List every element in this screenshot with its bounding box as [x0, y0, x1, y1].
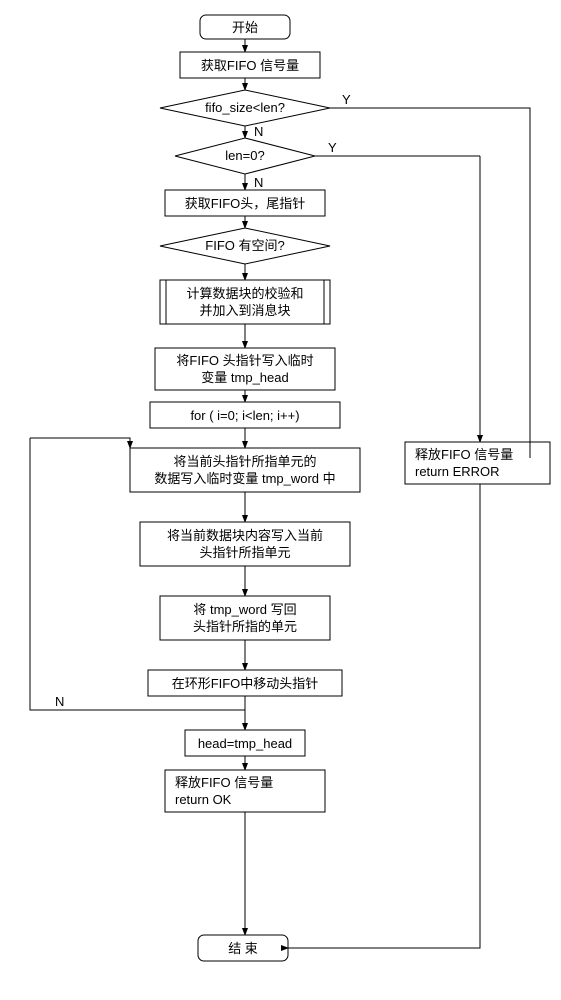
loop-n: N	[55, 694, 64, 709]
n8-l2: 头指针所指的单元	[193, 619, 297, 634]
d1-n: N	[254, 124, 263, 139]
n4-l2: 变量 tmp_head	[201, 370, 288, 385]
n5-label: for ( i=0; i<len; i++)	[190, 408, 299, 423]
n7-l2: 头指针所指单元	[199, 545, 290, 560]
nerr-l1: 释放FIFO 信号量	[415, 447, 513, 462]
n3-l1: 计算数据块的校验和	[186, 286, 303, 301]
n7-l1: 将当前数据块内容写入当前	[167, 528, 323, 543]
d1-label: fifo_size<len?	[205, 100, 285, 115]
start-label: 开始	[232, 20, 258, 35]
n10-label: head=tmp_head	[198, 736, 292, 751]
d1-y: Y	[342, 92, 351, 107]
n9-label: 在环形FIFO中移动头指针	[172, 676, 319, 691]
d2-y: Y	[328, 140, 337, 155]
n8-l1: 将 tmp_word 写回	[193, 602, 296, 617]
n1-label: 获取FIFO 信号量	[201, 58, 299, 73]
n11-l1: 释放FIFO 信号量	[175, 775, 273, 790]
d3-label: FIFO 有空间?	[205, 238, 284, 253]
end-label: 结 束	[228, 941, 258, 956]
n2-label: 获取FIFO头，尾指针	[185, 196, 306, 211]
nerr-l2: return ERROR	[415, 464, 500, 479]
flowchart: 开始 获取FIFO 信号量 fifo_size<len? Y N len=0? …	[10, 10, 551, 990]
n4-l1: 将FIFO 头指针写入临时	[176, 353, 313, 368]
n3-l2: 并加入到消息块	[199, 303, 290, 318]
d2-n: N	[254, 175, 263, 190]
d2-label: len=0?	[225, 148, 264, 163]
n11-l2: return OK	[175, 792, 232, 807]
n6-l2: 数据写入临时变量 tmp_word 中	[154, 471, 335, 486]
n6-l1: 将当前头指针所指单元的	[173, 454, 316, 469]
